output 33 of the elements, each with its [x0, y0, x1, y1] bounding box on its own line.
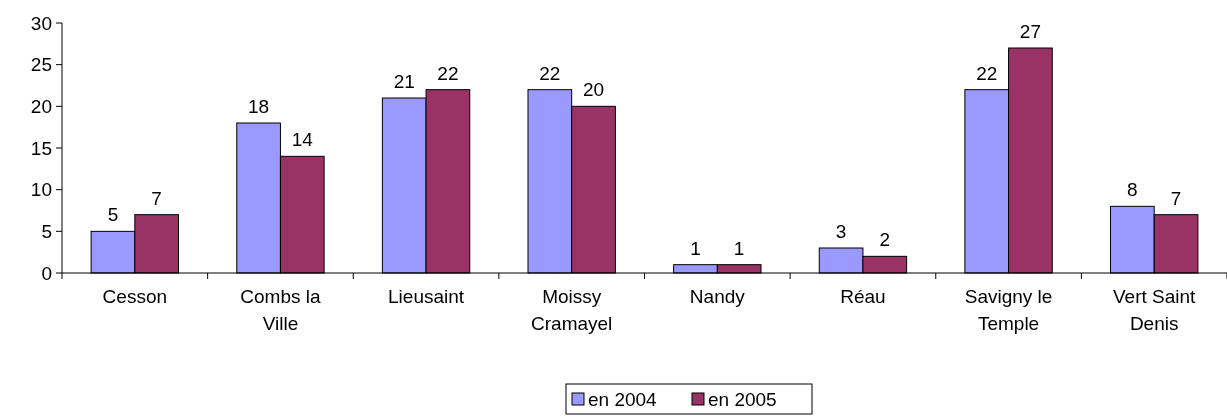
data-label: 7 [151, 187, 162, 209]
x-tick-label: Nandy [689, 286, 746, 307]
data-label: 14 [291, 129, 314, 151]
data-label: 22 [539, 62, 561, 84]
x-tick-label: Moissy Cramayel [531, 286, 613, 334]
data-label: 27 [1019, 21, 1041, 42]
data-label: 8 [1127, 179, 1138, 201]
data-label: 5 [107, 204, 119, 226]
data-label: 1 [733, 237, 745, 259]
data-label: 2 [879, 229, 891, 251]
data-label: 22 [437, 62, 459, 84]
x-tick-label: Cesson [102, 286, 168, 307]
y-tick-label: 10 [30, 179, 52, 201]
x-tick-label: Savigny le Temple [964, 286, 1053, 334]
data-label: 20 [582, 79, 605, 101]
data-label: 22 [976, 62, 998, 84]
data-label: 7 [1170, 187, 1182, 209]
x-tick-label: Combs la Ville [240, 286, 321, 334]
data-label: 1 [690, 237, 701, 259]
y-tick-label: 0 [41, 262, 52, 284]
legend-label: en 2004 [588, 388, 658, 410]
y-tick-label: 30 [30, 12, 52, 34]
y-tick-label: 25 [30, 54, 52, 76]
x-tick-label: Réau [840, 286, 886, 307]
x-tick-label: Vert Saint Denis [1112, 286, 1197, 334]
data-label: 18 [248, 96, 270, 117]
legend-label: en 2005 [708, 388, 777, 410]
data-label: 3 [835, 221, 847, 242]
y-tick-label: 20 [30, 95, 52, 117]
y-tick-label: 5 [41, 220, 52, 242]
x-tick-label: Lieusaint [388, 286, 465, 307]
data-label: 21 [393, 71, 415, 92]
y-tick-label: 15 [30, 137, 52, 159]
